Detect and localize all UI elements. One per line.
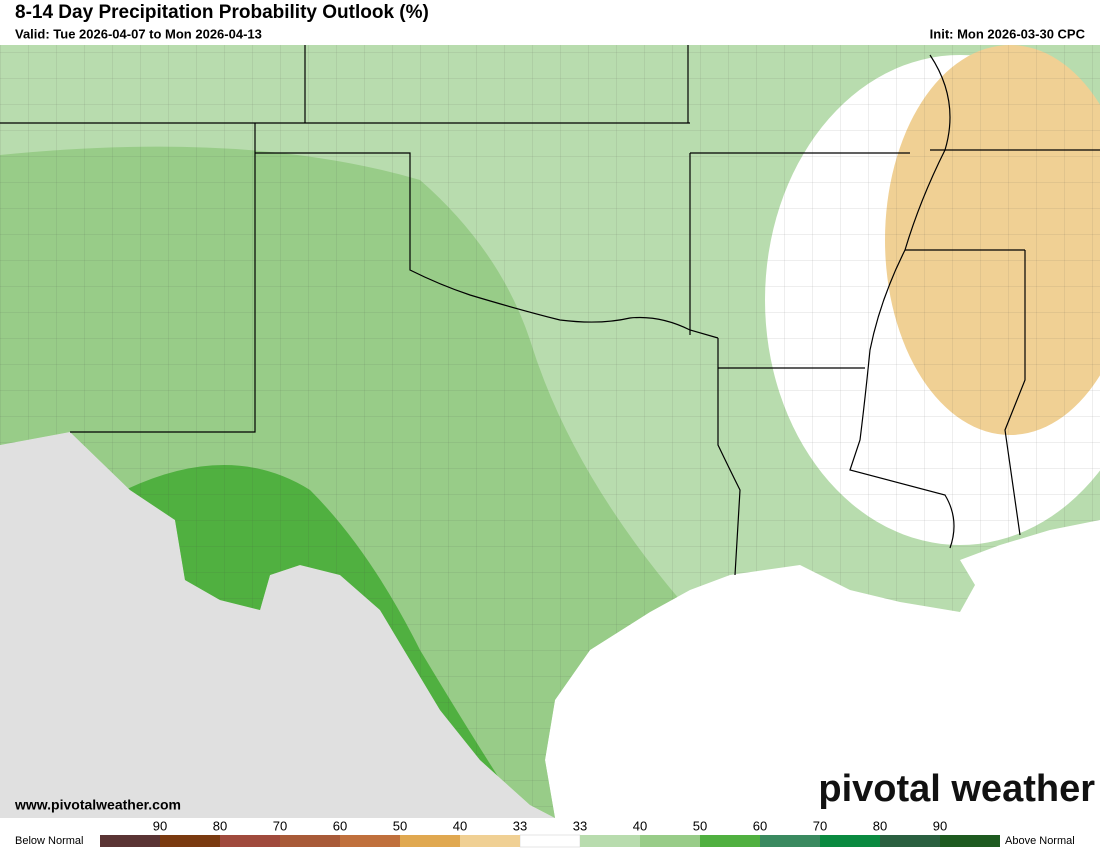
legend-box (580, 835, 640, 847)
legend-box (940, 835, 1000, 847)
logo: pivotal weather (818, 768, 1095, 810)
legend-box (700, 835, 760, 847)
legend-box (760, 835, 820, 847)
legend-label: 40 (633, 818, 647, 833)
legend-label: 80 (213, 818, 227, 833)
legend-label: 90 (153, 818, 167, 833)
legend-box (340, 835, 400, 847)
legend-label: 90 (933, 818, 947, 833)
legend-box (400, 835, 460, 847)
legend: 90 80 70 60 50 40 33 33 40 50 60 70 80 90 (100, 818, 1000, 847)
legend-label: 33 (573, 818, 587, 833)
legend-box (100, 835, 160, 847)
below-normal-label: Below Normal (15, 835, 83, 847)
legend-label: 70 (813, 818, 827, 833)
legend-label: 33 (513, 818, 527, 833)
legend-label: 40 (453, 818, 467, 833)
legend-box (280, 835, 340, 847)
legend-box (460, 835, 520, 847)
legend-label: 50 (693, 818, 707, 833)
site-url: www.pivotalweather.com (14, 797, 181, 813)
map (0, 45, 1100, 818)
legend-label: 60 (753, 818, 767, 833)
legend-box (160, 835, 220, 847)
legend-label: 70 (273, 818, 287, 833)
legend-box (640, 835, 700, 847)
init-time: Init: Mon 2026-03-30 CPC (930, 26, 1086, 41)
above-normal-label: Above Normal (1005, 835, 1075, 847)
legend-box (820, 835, 880, 847)
state-borders (0, 45, 1100, 576)
legend-box (880, 835, 940, 847)
legend-label: 60 (333, 818, 347, 833)
valid-range: Valid: Tue 2026-04-07 to Mon 2026-04-13 (15, 26, 262, 41)
legend-label: 80 (873, 818, 887, 833)
title: 8-14 Day Precipitation Probability Outlo… (15, 2, 429, 23)
legend-label: 50 (393, 818, 407, 833)
legend-box (220, 835, 280, 847)
mexico (0, 432, 555, 818)
legend-normal-box (519, 834, 581, 848)
